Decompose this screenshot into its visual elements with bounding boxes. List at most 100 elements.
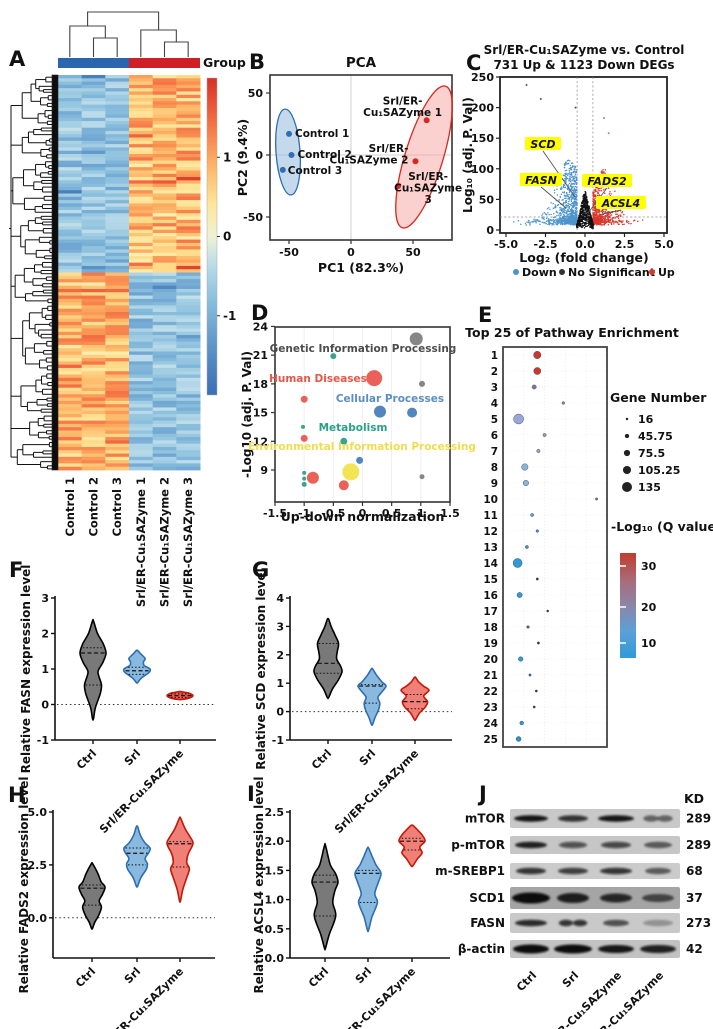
bubble-category-label: Genetic Information Processing: [270, 343, 457, 355]
dotplot-rank: 23: [483, 702, 498, 714]
pca-point-label: Cu₁SAZyme 2: [330, 155, 409, 167]
volcano-legend-dot: [649, 269, 655, 275]
violin-xlabel: Ctrl: [73, 965, 98, 990]
dotplot-rank: 14: [483, 558, 498, 570]
bubble-xtick: 0: [359, 507, 367, 520]
colorbar: [206, 77, 218, 396]
dotplot-rank: 20: [483, 654, 498, 666]
bubble: [340, 437, 348, 445]
pca-xlabel: PC1 (82.3%): [318, 260, 404, 275]
pca-point-label: Cu₁SAZyme: [394, 183, 462, 195]
violin-2: [400, 676, 430, 722]
dotplot-title: Top 25 of Pathway Enrichment: [465, 325, 679, 340]
violin-xlabel: Ctrl: [309, 747, 334, 772]
volcano-ytick: 50: [479, 193, 495, 206]
volcano-legend-dot: [559, 269, 565, 275]
panel-h-letter: H: [8, 783, 26, 807]
dotplot-rank: 7: [491, 446, 498, 458]
dotplot-rank: 11: [483, 510, 498, 522]
pca-ylabel: PC2 (9.4%): [235, 119, 250, 196]
bubble-category-label: Human Diseases: [269, 373, 367, 385]
gene-number-legend-label: 45.75: [638, 430, 673, 443]
heatmap-column-label: Control 3: [110, 477, 124, 537]
group-bar-treated: [129, 58, 200, 68]
gene-number-legend-title: Gene Number: [610, 390, 707, 405]
bubble: [356, 456, 364, 464]
blot-protein-label: β-actin: [458, 942, 505, 956]
volcano-ytick: 250: [471, 71, 494, 84]
dotplot-rank: 10: [483, 494, 498, 506]
violin-ytick: 0.5: [265, 923, 285, 936]
violin-ylabel: Relative FASN expression level: [19, 565, 33, 774]
violin-ytick: 1.0: [265, 894, 285, 907]
group-bar-control: [58, 58, 129, 68]
gene-label-ACSL4: ACSL4: [601, 197, 640, 210]
violin-ytick: 1: [276, 677, 284, 690]
volcano-xtick: 5.0: [654, 238, 674, 251]
bubble-ytick: 15: [253, 407, 268, 420]
blot-kd-value: 289: [686, 838, 711, 852]
bubble: [330, 353, 337, 360]
panel-i-letter: I: [247, 782, 255, 806]
gene-label-FASN: FASN: [525, 174, 557, 187]
dotplot-rank: 5: [491, 414, 498, 426]
pca-point-label: Control 2: [297, 149, 351, 161]
blot-strip-β-actin: [510, 940, 680, 958]
dotplot-dot: [526, 625, 530, 629]
pca-title: PCA: [346, 55, 377, 71]
pca-xtick: -50: [279, 246, 299, 259]
dotplot-rank: 3: [491, 382, 498, 394]
violin-ytick: 3: [276, 620, 284, 633]
dotplot-rank: 8: [491, 462, 498, 474]
violin-ytick: 0.0: [265, 952, 285, 965]
pca-point: [412, 158, 419, 165]
dotplot-dot: [546, 609, 549, 613]
blot-lane-label: Ctrl: [514, 969, 539, 994]
gene-number-legend-label: 16: [638, 413, 654, 426]
bubble-category-label: Metabolism: [319, 422, 388, 434]
dotplot-dot: [515, 736, 522, 742]
dotplot-dot: [533, 351, 542, 359]
violin-ytick: 5.0: [28, 806, 48, 819]
violin-xlabel: Srl: [357, 747, 378, 768]
bubble-category-label: Environmental Information Processing: [248, 441, 476, 453]
violin-xlabel: Ctrl: [74, 747, 99, 772]
dotplot-dot: [561, 401, 565, 405]
panel-d: D 9 12 15 18 21 24 -1.5 -1 -0.5 0 0.5 1 1.5Up-down no…: [240, 301, 476, 524]
blot-strip-SCD1: [510, 887, 680, 909]
violin-0: [313, 617, 343, 700]
bubble: [301, 424, 305, 429]
bubble: [407, 407, 418, 418]
dotplot-dot: [530, 513, 534, 517]
bubble-xtick: 1.5: [440, 507, 460, 520]
violin-xlabel: Srl: [353, 965, 374, 986]
bubble-category-label: Cellular Processes: [336, 393, 444, 405]
gene-number-legend-label: 105.25: [638, 464, 680, 477]
violin-xlabel: Srl/ER-Cu₁SAZyme: [332, 747, 421, 836]
volcano-plot-box: [499, 76, 668, 234]
dotplot-dot: [536, 449, 541, 453]
violin-2: [398, 824, 426, 868]
dotplot-dot: [525, 545, 529, 549]
dotplot-rank: 24: [483, 718, 498, 730]
violin-ytick: 2.5: [28, 859, 48, 872]
violin-ytick: 2.5: [265, 806, 285, 819]
dotplot-dot: [535, 577, 539, 581]
row-dendrogram: [9, 74, 59, 471]
panel-g-letter: G: [252, 558, 269, 582]
pca-xtick: 50: [405, 246, 421, 259]
blot-protein-label: p-mTOR: [451, 838, 505, 852]
bubble: [300, 434, 308, 442]
volcano-legend-label: No Significant: [568, 266, 655, 279]
heatmap-column-label: Control 1: [63, 477, 77, 537]
bubble-ytick: 21: [253, 349, 268, 362]
heatmap-column-label: Srl/ER-Cu₁SAZyme 2: [158, 477, 172, 607]
dotplot-rank: 19: [483, 638, 498, 650]
dotplot-dot: [512, 558, 523, 568]
gene-number-legend-dot: [623, 449, 631, 457]
dotplot-rank: 12: [483, 526, 498, 538]
pca-ytick: 50: [248, 87, 264, 100]
violin-ylabel: Relative ACSL4 expression level: [252, 777, 266, 994]
